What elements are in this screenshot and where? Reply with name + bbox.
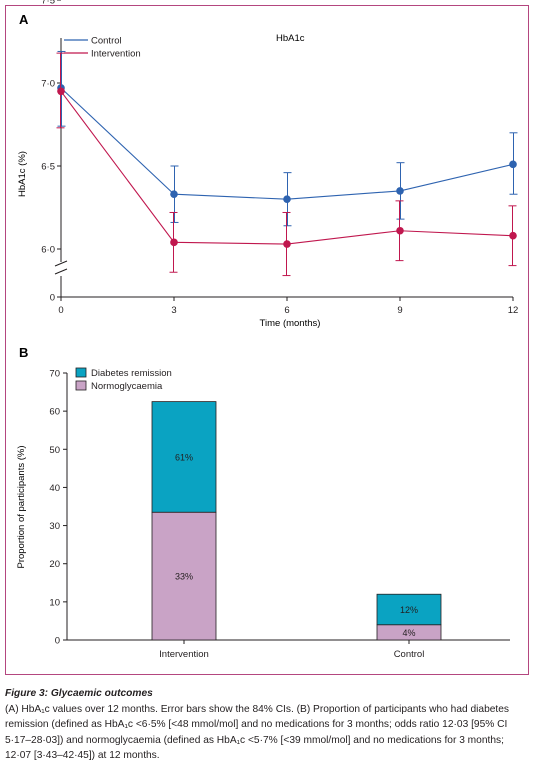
panel-a-point-intervention: [170, 238, 178, 247]
panel-a-x-tick-label: 0: [58, 305, 63, 316]
panel-a-x-axis-label: Time (months): [260, 318, 321, 329]
panel-b-y-tick-label: 40: [49, 483, 60, 494]
panel-a-y-tick-label: 6·0: [41, 245, 55, 256]
panel-a-x-tick-label: 6: [284, 305, 289, 316]
panel-a-y-tick-label: 0: [50, 293, 55, 304]
panel-a-point-intervention: [57, 87, 65, 96]
panel-a-x-tick-label: 3: [171, 305, 176, 316]
panel-b-legend-swatch-diabetes-remission: [75, 367, 87, 378]
panel-b-data-label: 33%: [175, 572, 193, 582]
panel-b-y-tick-label: 50: [49, 445, 60, 456]
panel-a-y-axis-label: HbA1c (%): [17, 151, 28, 197]
panel-b-data-label: 12%: [400, 605, 418, 615]
panel-b-x-tick-label: Intervention: [159, 649, 209, 660]
panel-b-y-tick-label: 10: [49, 597, 60, 608]
panel-b-y-tick-label: 30: [49, 521, 60, 532]
caption-figure-label: Figure 3: [5, 688, 45, 699]
panel-a-point-control: [509, 160, 517, 169]
panel-b-bar-control-diabetes-remission: [376, 593, 442, 626]
panel-a-axis-break: [54, 260, 68, 275]
caption-line-2: remission (defined as HbA₁c <6·5% [<48 m…: [5, 719, 508, 730]
panel-b-y-tick-label: 0: [55, 636, 60, 647]
panel-b-y-tick-label: 20: [49, 559, 60, 570]
panel-b-plot: 0 10 20 30 40 50 60 70 33% 61% Intervention 4% 12% Co…: [49, 367, 510, 660]
panel-b-x-tick-label: Control: [394, 649, 425, 660]
panel-b-y-tick-label: 60: [49, 407, 60, 418]
panel-a-point-intervention: [283, 240, 291, 248]
caption-title-text: : Glycaemic outcomes: [44, 688, 153, 699]
panel-b-bar-intervention-diabetes-remission: [151, 401, 217, 513]
caption-line-4: 12·07 [3·43–42·45]) at 12 months.: [5, 750, 160, 761]
panel-b-y-axis-label: Proportion of participants (%): [16, 445, 27, 568]
caption-line-3: 5·17–28·03]) and normoglycaemia (defined…: [5, 734, 504, 746]
panel-a-title: HbA1c: [276, 33, 305, 44]
panel-b-legend-swatch-normoglycaemia: [75, 380, 87, 391]
panel-a-plot: 0 6·0 6·5 7·0 7·5 0 3 6 9 12 Control Intervention: [41, 0, 518, 316]
caption-title: Figure 3: Glycaemic outcomes: [5, 686, 531, 702]
panel-a-label: A: [19, 12, 29, 27]
panel-b-data-label: 4%: [402, 628, 415, 638]
panel-a-y-tick-label: 7·0: [41, 79, 55, 90]
panel-a-point-intervention: [396, 226, 404, 235]
panel-b-data-label: 61%: [175, 452, 193, 462]
panel-b-label: B: [19, 345, 28, 360]
panel-a-x-tick-label: 9: [397, 305, 402, 316]
panel-a-y-tick-label: 6·5: [41, 162, 55, 173]
panel-a-legend-label: Control: [91, 36, 122, 47]
panel-a-point-control: [170, 190, 178, 199]
panel-a-y-tick-label: 7·5: [41, 0, 55, 7]
panel-b-bar-intervention-normoglycaemia: [151, 511, 217, 641]
figure-frame: [5, 5, 529, 675]
panel-a-x-tick-label: 12: [508, 305, 519, 316]
panel-a-point-intervention: [509, 231, 517, 240]
figure-caption: Figure 3: Glycaemic outcomes (A) HbA₁c v…: [5, 686, 531, 764]
panel-b-legend-label: Diabetes remission: [91, 368, 172, 379]
panel-a-point-control: [396, 187, 404, 195]
panel-b-y-tick-label: 70: [49, 369, 60, 380]
panel-a-legend-label: Intervention: [91, 49, 141, 60]
figure-svg: A HbA1c HbA1c (%) Time (months) 0 6·0 6·5 7…: [16, 0, 518, 660]
panel-b-legend-label: Normoglycaemia: [91, 381, 163, 392]
panel-a-point-control: [283, 195, 291, 203]
caption-line-1: (A) HbA₁c values over 12 months. Error b…: [5, 703, 509, 715]
